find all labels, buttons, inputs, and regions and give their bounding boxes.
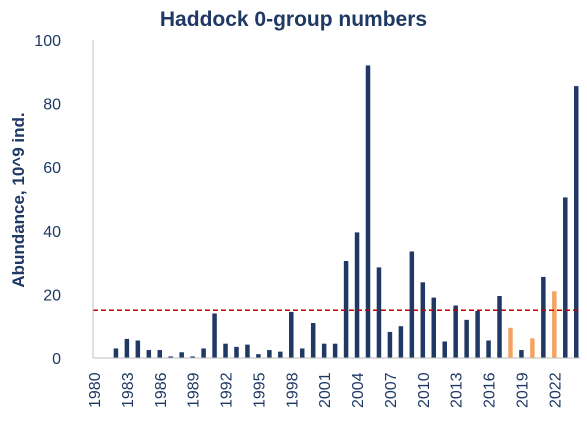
x-tick-label: 2007 [383, 372, 400, 408]
chart-title: Haddock 0-group numbers [159, 8, 428, 31]
bar [530, 338, 535, 358]
y-tick-labels: 0 20 40 60 80 100 [34, 33, 61, 368]
bar [299, 348, 305, 358]
x-tick-label: 2004 [350, 372, 367, 408]
bar [113, 348, 119, 358]
bar [563, 197, 568, 358]
bar [124, 338, 130, 358]
x-tick-label: 2022 [547, 372, 564, 408]
bar [431, 297, 437, 358]
x-tick-label: 2016 [482, 372, 499, 408]
bar [354, 232, 360, 358]
x-tick-label: 2001 [317, 372, 334, 408]
x-tick-label: 1983 [120, 372, 137, 408]
bar [212, 313, 217, 358]
bar [398, 326, 404, 358]
y-axis-title: Abundance, 10^9 ind. [9, 112, 28, 287]
bar [497, 295, 502, 358]
bar [278, 351, 283, 358]
bar [234, 346, 239, 358]
bar [179, 352, 184, 358]
bar [343, 261, 349, 358]
bar [157, 350, 163, 358]
bar [256, 354, 261, 358]
x-tick-label: 2013 [449, 372, 466, 408]
x-tick-labels: 1980 1983 1986 1989 1992 1995 1998 2001 2004 2007… [87, 372, 564, 408]
x-tick-label: 1980 [87, 372, 104, 408]
bar [453, 305, 458, 358]
bar [420, 282, 426, 358]
bar [365, 65, 371, 358]
x-tick-label: 1998 [284, 372, 301, 408]
bar [475, 310, 480, 358]
bars-group [113, 65, 579, 359]
bar [486, 340, 491, 358]
bar [245, 344, 250, 358]
y-tick-label: 40 [43, 224, 61, 241]
bar [387, 331, 393, 358]
bar [223, 343, 228, 358]
y-tick-label: 20 [43, 287, 61, 304]
bar [146, 350, 152, 358]
bar [135, 340, 141, 358]
x-tick-label: 2019 [514, 372, 531, 408]
x-tick-label: 1986 [153, 372, 170, 408]
bar [464, 319, 469, 358]
bar [310, 323, 316, 358]
bar [508, 327, 513, 358]
y-tick-label: 60 [43, 160, 61, 177]
bar [552, 291, 557, 358]
bar [332, 343, 338, 358]
y-tick-label: 0 [52, 351, 61, 368]
y-tick-label: 100 [34, 33, 61, 50]
x-tick-label: 1992 [219, 372, 236, 408]
y-tick-label: 80 [43, 97, 61, 114]
bar [201, 348, 206, 358]
bar [541, 276, 546, 358]
bar [376, 267, 382, 358]
bar [190, 356, 195, 358]
bar [409, 251, 415, 358]
bar [442, 341, 447, 358]
x-tick-label: 2010 [416, 372, 433, 408]
bar [267, 350, 272, 358]
bar [168, 356, 173, 358]
bar [573, 86, 579, 359]
x-tick-label: 1989 [186, 372, 203, 408]
x-tick-label: 1995 [251, 372, 268, 408]
bar [519, 350, 524, 358]
bar [289, 311, 294, 358]
bar [321, 343, 327, 358]
